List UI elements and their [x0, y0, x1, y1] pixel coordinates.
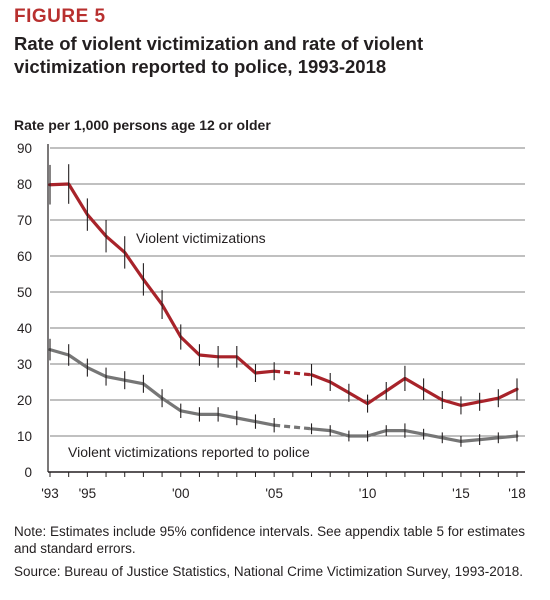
- axes: 0 10 20 30 40 50 60 70 80 90 '93 '95 '00 '05 '10 '15 '18: [17, 141, 526, 501]
- y-axis-label: Rate per 1,000 persons age 12 or older: [14, 117, 271, 133]
- series-1-dashed-segment: [274, 423, 312, 431]
- x-tick-label-2000: '00: [172, 486, 190, 501]
- chart-title: Rate of violent victimization and rate o…: [14, 33, 424, 77]
- series-0-dashed-segment: [274, 369, 312, 377]
- y-tick-label-20: 20: [17, 393, 32, 408]
- x-tick-label-2010: '10: [359, 486, 377, 501]
- chart-note: Note: Estimates include 95% confidence i…: [14, 524, 526, 556]
- series-1: [48, 338, 519, 447]
- figure-label: FIGURE 5: [14, 6, 106, 27]
- chart-source: Source: Bureau of Justice Statistics, Na…: [14, 564, 523, 579]
- x-tick-label-2018: '18: [508, 486, 526, 501]
- y-tick-label-40: 40: [17, 321, 32, 336]
- series-0-line-segment-0: [48, 182, 276, 375]
- series-annotations: Violent victimizations Violent victimiza…: [68, 230, 310, 460]
- annotation-violent-victimizations: Violent victimizations: [136, 230, 266, 246]
- y-tick-label-10: 10: [17, 429, 32, 444]
- y-tick-label-0: 0: [24, 465, 32, 480]
- annotation-reported-to-police: Violent victimizations reported to polic…: [68, 444, 310, 460]
- series-0: [48, 164, 519, 415]
- x-tick-label-2015: '15: [452, 486, 470, 501]
- series-lines: [48, 164, 519, 447]
- series-0-line-segment-1: [309, 373, 519, 407]
- gridlines: [50, 147, 525, 437]
- x-tick-label-1993: '93: [41, 486, 59, 501]
- y-tick-label-90: 90: [17, 141, 32, 156]
- x-tick-label-2005: '05: [265, 486, 283, 501]
- y-tick-label-30: 30: [17, 357, 32, 372]
- y-tick-label-70: 70: [17, 213, 32, 228]
- line-chart: 0 10 20 30 40 50 60 70 80 90 '93 '95 '00 '05 '10 '15 '18…: [17, 141, 526, 501]
- x-tick-label-1995: '95: [79, 486, 97, 501]
- y-tick-label-60: 60: [17, 249, 32, 264]
- series-1-line-segment-1: [309, 427, 519, 443]
- y-tick-label-50: 50: [17, 285, 32, 300]
- y-tick-label-80: 80: [17, 177, 32, 192]
